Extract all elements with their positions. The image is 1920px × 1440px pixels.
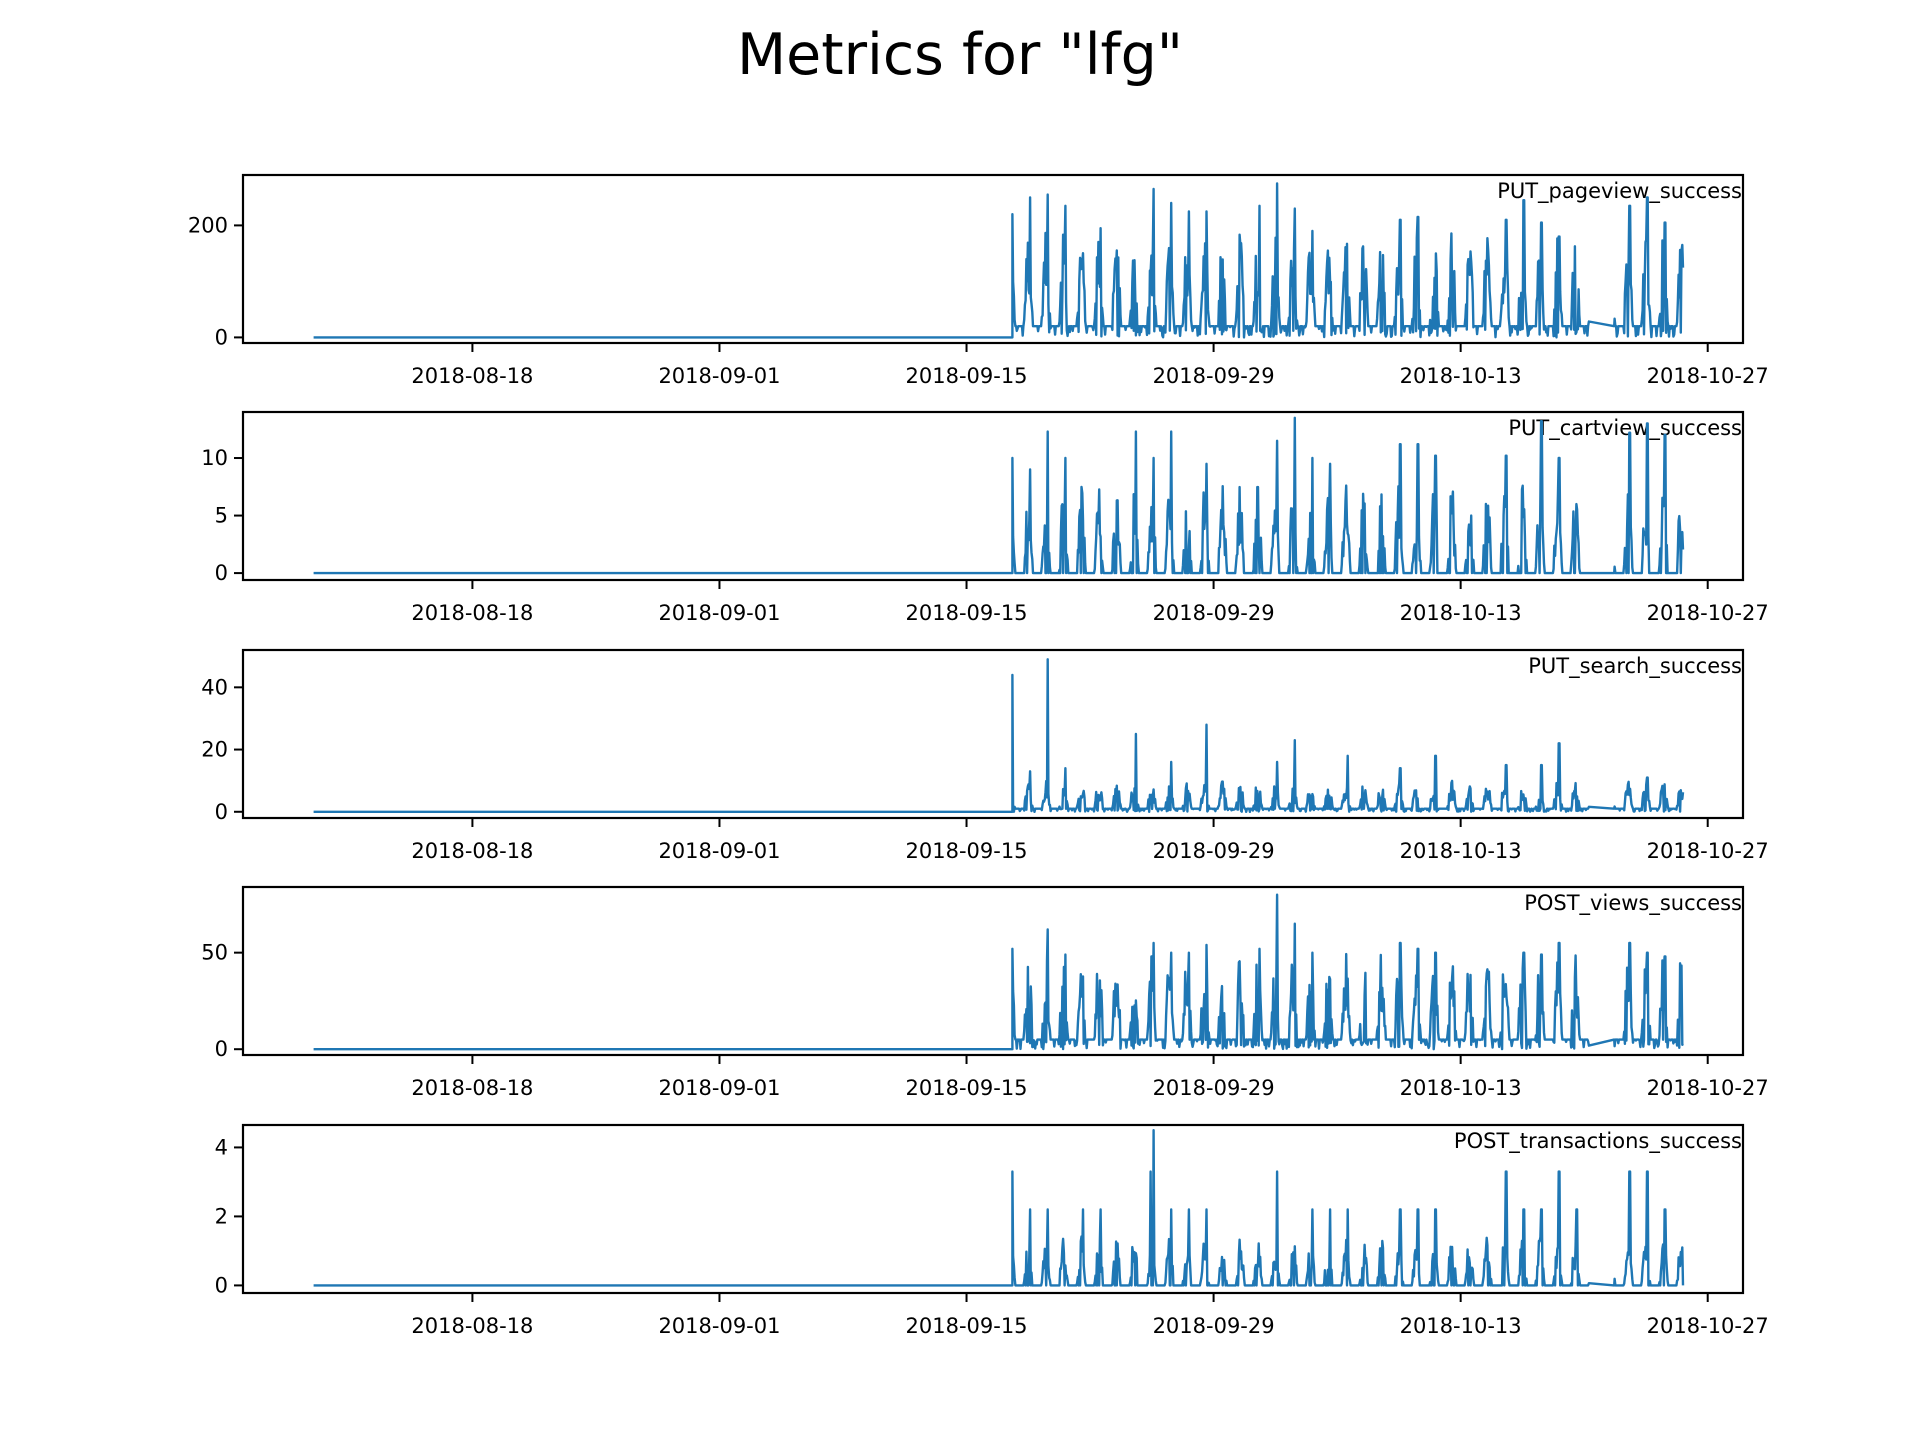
y-tick-label: 40	[201, 675, 228, 699]
axes-frame	[241, 1123, 1745, 1295]
y-tick-label: 0	[215, 800, 228, 824]
series-line	[313, 893, 1684, 1051]
series-label: POST_transactions_success	[1454, 1129, 1742, 1154]
x-tick-label: 2018-10-13	[1400, 364, 1522, 388]
series-line	[313, 658, 1685, 813]
x-tick-label: 2018-09-15	[906, 839, 1028, 863]
x-tick-label: 2018-09-01	[658, 1076, 780, 1100]
x-tick-label: 2018-09-29	[1153, 1076, 1275, 1100]
axes-frame	[241, 173, 1745, 345]
x-tick-label: 2018-08-18	[411, 364, 533, 388]
x-tick-label: 2018-10-27	[1647, 839, 1769, 863]
series-line	[313, 182, 1685, 339]
x-tick-label: 2018-08-18	[411, 1314, 533, 1338]
x-tick-label: 2018-09-29	[1153, 839, 1275, 863]
y-tick-label: 200	[188, 213, 228, 237]
x-tick-label: 2018-09-29	[1153, 1314, 1275, 1338]
subplot-PUT_search_success: 2018-08-18 2018-09-01 2018-09-15 2018-09-29…	[201, 648, 1769, 863]
subplot-PUT_cartview_success: 2018-08-18 2018-09-01 2018-09-15 2018-09-29…	[201, 410, 1769, 625]
x-tick-label: 2018-10-13	[1400, 601, 1522, 625]
axes-frame	[241, 410, 1745, 582]
y-tick-label: 0	[215, 561, 228, 585]
y-tick-label: 0	[215, 1273, 228, 1297]
series-line	[313, 416, 1685, 575]
x-tick-label: 2018-08-18	[411, 601, 533, 625]
x-tick-label: 2018-09-01	[658, 1314, 780, 1338]
x-tick-label: 2018-10-13	[1400, 839, 1522, 863]
chart-title: Metrics for "lfg"	[736, 22, 1184, 88]
axes-frame	[241, 648, 1745, 820]
x-tick-label: 2018-09-15	[906, 364, 1028, 388]
y-tick-label: 0	[215, 325, 228, 349]
x-tick-label: 2018-09-15	[906, 1076, 1028, 1100]
y-tick-label: 20	[201, 738, 228, 762]
series-label: PUT_cartview_success	[1508, 416, 1742, 441]
subplot-POST_transactions_success: 2018-08-18 2018-09-01 2018-09-15 2018-09-29…	[215, 1123, 1769, 1338]
x-tick-label: 2018-09-29	[1153, 601, 1275, 625]
x-tick-label: 2018-09-01	[658, 839, 780, 863]
x-tick-label: 2018-10-13	[1400, 1314, 1522, 1338]
series-label: PUT_pageview_success	[1497, 179, 1742, 204]
x-tick-label: 2018-10-27	[1647, 601, 1769, 625]
x-tick-label: 2018-08-18	[411, 1076, 533, 1100]
x-tick-label: 2018-09-29	[1153, 364, 1275, 388]
y-tick-label: 2	[215, 1204, 228, 1228]
axes-frame	[241, 885, 1745, 1057]
y-tick-label: 0	[215, 1037, 228, 1061]
x-tick-label: 2018-08-18	[411, 839, 533, 863]
series-label: PUT_search_success	[1528, 654, 1742, 679]
x-tick-label: 2018-10-27	[1647, 364, 1769, 388]
x-tick-label: 2018-09-01	[658, 364, 780, 388]
subplot-POST_views_success: 2018-08-18 2018-09-01 2018-09-15 2018-09-29…	[201, 885, 1769, 1100]
x-tick-label: 2018-09-15	[906, 1314, 1028, 1338]
y-tick-label: 50	[201, 941, 228, 965]
x-tick-label: 2018-10-27	[1647, 1314, 1769, 1338]
y-tick-label: 5	[215, 504, 228, 528]
x-tick-label: 2018-09-01	[658, 601, 780, 625]
x-tick-label: 2018-10-27	[1647, 1076, 1769, 1100]
series-label: POST_views_success	[1524, 891, 1742, 916]
x-tick-label: 2018-10-13	[1400, 1076, 1522, 1100]
y-tick-label: 4	[215, 1135, 228, 1159]
y-tick-label: 10	[201, 446, 228, 470]
series-line	[313, 1129, 1685, 1287]
x-tick-label: 2018-09-15	[906, 601, 1028, 625]
subplot-PUT_pageview_success: 2018-08-18 2018-09-01 2018-09-15 2018-09-29…	[188, 173, 1769, 388]
